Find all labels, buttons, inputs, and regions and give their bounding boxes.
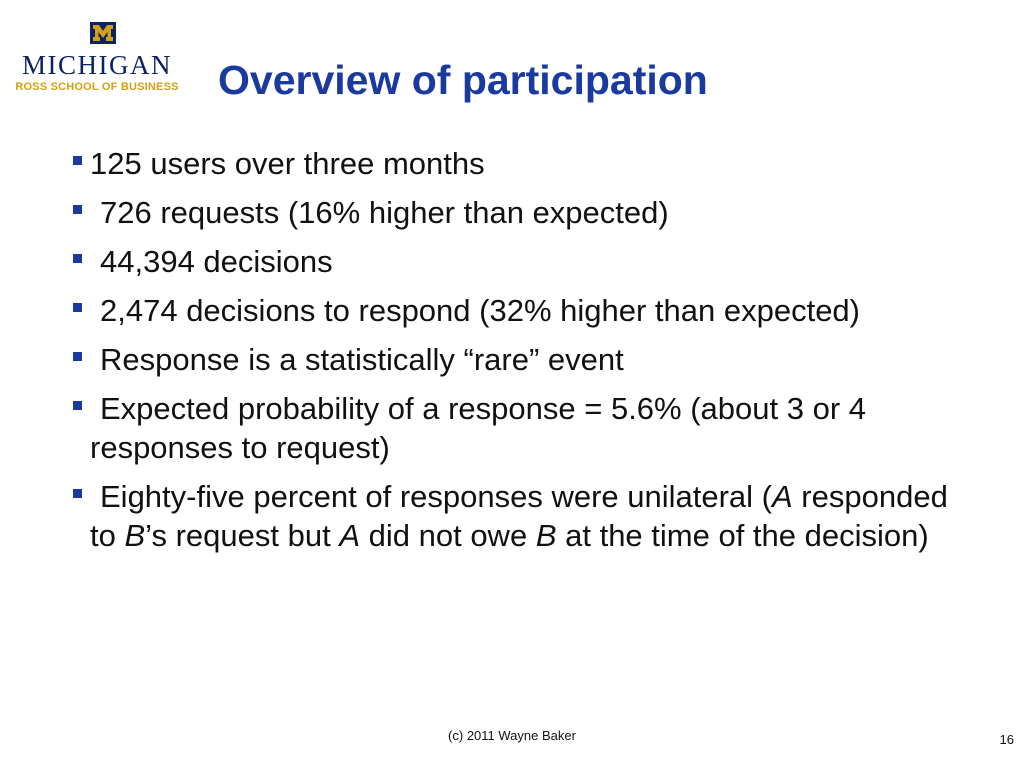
- bullet-text: 2,474 decisions to respond (32% higher t…: [100, 293, 860, 328]
- block-m-logo-icon: [90, 22, 116, 44]
- bullet-text-segment: responded to: [90, 479, 948, 553]
- bullet-text-italic: A: [339, 518, 361, 553]
- bullet-square-icon: [73, 352, 82, 361]
- bullet-text-italic: A: [772, 479, 793, 514]
- bullet-text-segment: did not owe: [360, 518, 536, 553]
- bullet-text-italic: B: [124, 518, 146, 553]
- bullet-text: 125 users over three months: [90, 146, 485, 181]
- bullet-text: 44,394 decisions: [100, 244, 333, 279]
- bullet-text-segment: Eighty-five percent of responses were un…: [100, 479, 772, 514]
- slide-title: Overview of participation: [218, 57, 708, 103]
- page-number: 16: [999, 732, 1014, 747]
- bullet-list: 125 users over three months 726 requests…: [72, 144, 972, 565]
- bullet-text-italic: B: [535, 518, 557, 553]
- bullet-square-icon: [73, 401, 82, 410]
- logo-wordmark: MICHIGAN: [22, 50, 172, 80]
- bullet-item: 44,394 decisions: [72, 242, 972, 281]
- bullet-text-segment: at the time of the decision): [556, 518, 929, 553]
- bullet-text: Expected probability of a response = 5.6…: [90, 391, 867, 465]
- bullet-item: 2,474 decisions to respond (32% higher t…: [72, 291, 972, 330]
- bullet-item: 726 requests (16% higher than expected): [72, 193, 972, 232]
- bullet-text: 726 requests (16% higher than expected): [100, 195, 669, 230]
- bullet-square-icon: [73, 254, 82, 263]
- bullet-text: Eighty-five percent of responses were un…: [90, 479, 948, 553]
- bullet-item: Expected probability of a response = 5.6…: [72, 389, 972, 467]
- bullet-square-icon: [73, 303, 82, 312]
- bullet-square-icon: [73, 205, 82, 214]
- bullet-item: Response is a statistically “rare” event: [72, 340, 972, 379]
- bullet-text: Response is a statistically “rare” event: [100, 342, 624, 377]
- michigan-ross-logo: MICHIGAN ROSS SCHOOL OF BUSINESS: [6, 22, 188, 94]
- logo-subtitle: ROSS SCHOOL OF BUSINESS: [15, 81, 179, 93]
- bullet-text-segment: ’s request but: [145, 518, 340, 553]
- bullet-square-icon: [73, 156, 82, 165]
- bullet-item: Eighty-five percent of responses were un…: [72, 477, 972, 555]
- bullet-square-icon: [73, 489, 82, 498]
- bullet-item: 125 users over three months: [72, 144, 972, 183]
- footer-copyright: (c) 2011 Wayne Baker: [448, 728, 576, 743]
